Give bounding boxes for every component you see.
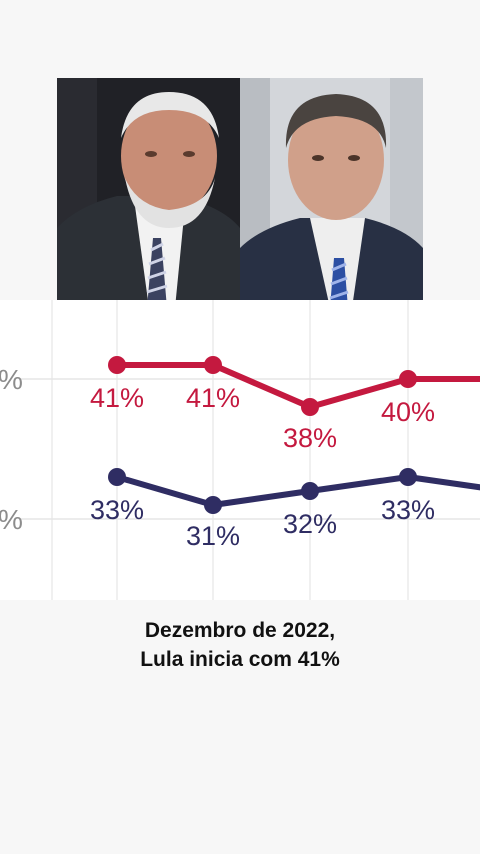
series-1-point-3 [399,468,417,486]
series-0-label-3: 40% [381,397,435,427]
series-1-label-2: 32% [283,509,337,539]
series-0-point-2 [301,398,319,416]
series-1-point-2 [301,482,319,500]
series-0-label-1: 41% [186,383,240,413]
caption-line-2: Lula inicia com 41% [140,648,340,671]
lula-photo [57,78,240,308]
line-chart: %%41%41%38%40%433%31%32%33%3 [0,300,480,600]
series-1-point-0 [108,468,126,486]
chart-panel: %%41%41%38%40%433%31%32%33%3 [0,300,480,600]
y-tick-label-1: % [0,504,23,535]
bolsonaro-photo [240,78,423,308]
series-0-label-0: 41% [90,383,144,413]
series-0-point-1 [204,356,222,374]
caption-line-1: Dezembro de 2022, [144,619,336,642]
caption: Dezembro de 2022, Lula inicia com 41% [0,616,480,674]
series-1-point-1 [204,496,222,514]
series-1-label-1: 31% [186,521,240,551]
series-1-label-3: 33% [381,495,435,525]
y-tick-label-0: % [0,364,23,395]
series-0-point-3 [399,370,417,388]
series-0-label-2: 38% [283,423,337,453]
series-0-point-0 [108,356,126,374]
series-1-label-0: 33% [90,495,144,525]
